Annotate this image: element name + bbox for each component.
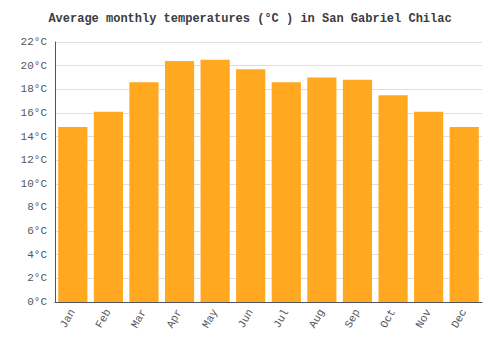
svg-text:May: May <box>200 307 220 330</box>
svg-text:Oct: Oct <box>378 307 398 330</box>
svg-text:Jun: Jun <box>236 307 256 330</box>
svg-text:0°C: 0°C <box>27 296 47 308</box>
svg-text:18°C: 18°C <box>21 83 48 95</box>
svg-text:Average monthly temperatures (: Average monthly temperatures (°C ) in Sa… <box>48 12 451 26</box>
svg-text:Dec: Dec <box>449 307 469 330</box>
svg-text:12°C: 12°C <box>21 154 48 166</box>
svg-text:10°C: 10°C <box>21 178 48 190</box>
svg-text:Sep: Sep <box>342 307 362 330</box>
svg-text:8°C: 8°C <box>27 201 47 213</box>
svg-text:16°C: 16°C <box>21 107 48 119</box>
svg-text:Mar: Mar <box>129 307 149 330</box>
svg-text:Apr: Apr <box>164 307 184 330</box>
svg-text:Jan: Jan <box>58 307 78 330</box>
svg-text:6°C: 6°C <box>27 225 47 237</box>
svg-text:Feb: Feb <box>93 307 113 330</box>
svg-text:Jul: Jul <box>271 307 291 330</box>
svg-text:Aug: Aug <box>307 307 327 330</box>
svg-text:2°C: 2°C <box>27 272 47 284</box>
svg-text:20°C: 20°C <box>21 60 48 72</box>
svg-text:Nov: Nov <box>414 307 434 330</box>
svg-text:4°C: 4°C <box>27 249 47 261</box>
svg-text:14°C: 14°C <box>21 131 48 143</box>
svg-text:22°C: 22°C <box>21 36 48 48</box>
